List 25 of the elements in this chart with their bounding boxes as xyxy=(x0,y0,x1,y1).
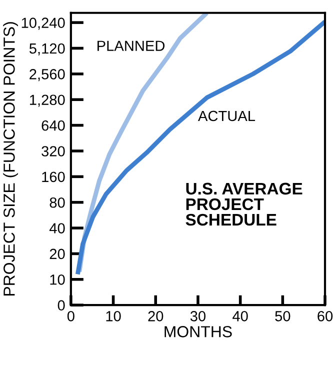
y-axis-title: PROJECT SIZE (FUNCTION POINTS) xyxy=(3,22,18,296)
y-tick-label: 5,120 xyxy=(29,43,65,56)
y-tick-label: 10 xyxy=(50,274,65,285)
y-tick-label: 40 xyxy=(49,223,65,234)
y-tick-label: 1,280 xyxy=(30,94,65,107)
y-tick-label: 0 xyxy=(58,300,65,310)
x-axis-title: MONTHS xyxy=(164,326,232,338)
series-label: ACTUAL xyxy=(198,110,256,122)
y-tick-label: 2,560 xyxy=(30,69,65,82)
y-tick-label: 80 xyxy=(50,197,65,208)
y-tick-label: 640 xyxy=(42,120,65,131)
x-tick-label: 0 xyxy=(67,311,74,322)
y-tick-label: 10,240 xyxy=(22,18,65,30)
line-series xyxy=(75,19,326,276)
x-tick-label: 60 xyxy=(318,311,333,322)
annotation: U.S. AVERAGE PROJECT SCHEDULE xyxy=(186,182,302,226)
series-label: PLANNED xyxy=(98,40,165,51)
x-tick-label: 20 xyxy=(148,311,164,322)
y-tick-label: 160 xyxy=(42,172,65,182)
x-tick-label: 40 xyxy=(232,311,248,322)
x-tick-label: 10 xyxy=(106,311,121,322)
y-tick-label: 320 xyxy=(42,146,65,156)
y-tick-label: 20 xyxy=(50,248,65,260)
x-tick-label: 50 xyxy=(275,311,290,322)
x-tick-label: 30 xyxy=(190,311,206,322)
